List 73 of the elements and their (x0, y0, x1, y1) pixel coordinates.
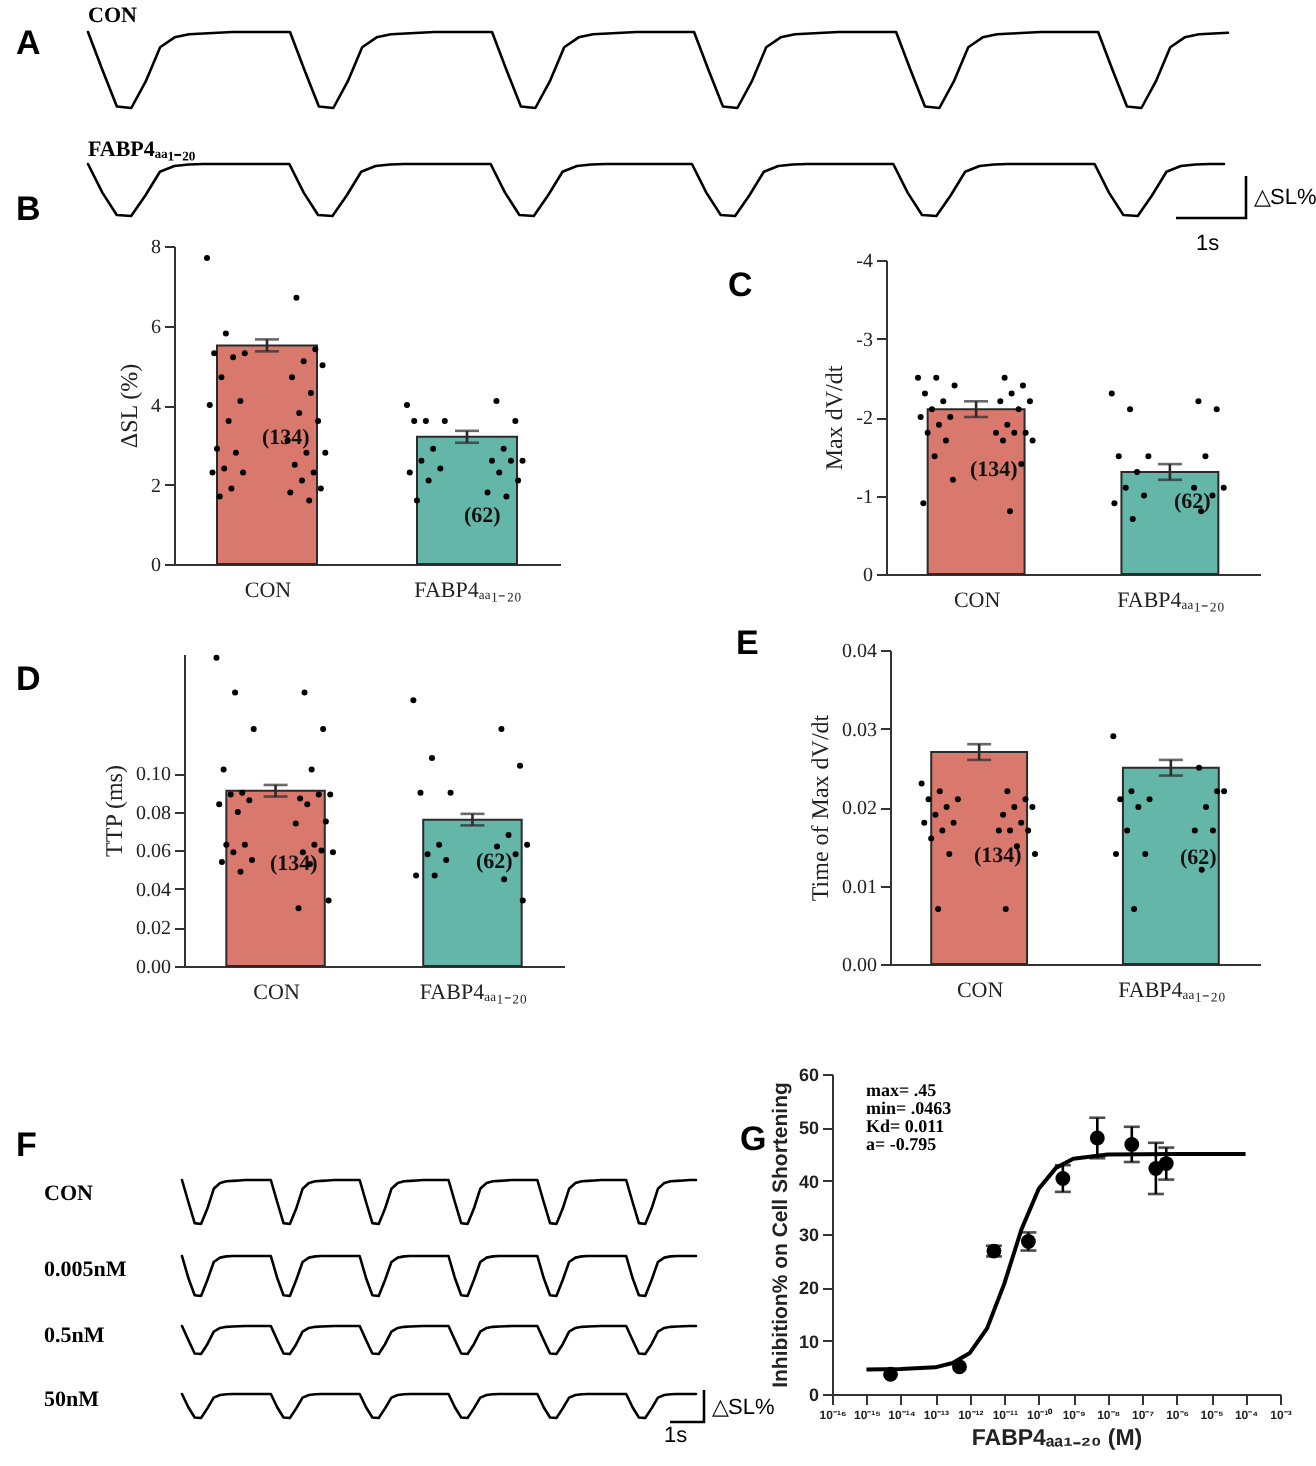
chart-title: 50nM (44, 1388, 99, 1412)
y-tick-label: 10 (798, 1331, 819, 1352)
y-tick-label: 0.06 (136, 841, 171, 864)
x-tick-label: CON (253, 981, 300, 1005)
y-tick-label: -3 (856, 329, 873, 352)
x-tick-label: FABP4ₐₐ₁₋₂₀ (419, 981, 528, 1005)
y-tick-label: 2 (151, 475, 161, 498)
text: D (16, 660, 41, 700)
text: 1s (664, 1424, 688, 1448)
annotation: (62) (1180, 846, 1218, 870)
chart-title: CON (88, 4, 137, 28)
annotation: a= -0.795 (866, 1134, 937, 1154)
y-tick-label: 0.04 (842, 641, 877, 663)
x-tick-label: FABP4ₐₐ₁₋₂₀ (1117, 589, 1225, 613)
y-axis-title: Max dV/dt (820, 364, 849, 471)
chart-title: 0.005nM (44, 1258, 127, 1282)
x-tick-label: CON (244, 579, 292, 603)
annotation: (134) (970, 458, 1019, 482)
y-tick-label: 0.04 (136, 879, 171, 902)
y-tick-label: 0.10 (136, 764, 171, 787)
y-tick-label: 6 (151, 316, 161, 339)
y-tick-label: 0.02 (842, 798, 877, 820)
annotation: (62) (464, 504, 502, 528)
y-tick-label: 0.01 (842, 876, 877, 899)
annotation: min= .0463 (866, 1098, 952, 1118)
y-tick-label: 0 (808, 1385, 819, 1405)
text: A (16, 24, 41, 64)
chart-title: FABP4ₐₐ₁₋₂₀ (88, 136, 196, 162)
y-tick-label: 0.00 (136, 957, 171, 979)
annotation: (62) (1174, 490, 1212, 514)
y-tick-label: 4 (151, 396, 161, 418)
x-axis-title: FABP4ₐₐ₁₋₂₀ (M) (971, 1427, 1143, 1451)
y-tick-label: 8 (151, 237, 161, 259)
y-tick-label: 20 (798, 1278, 819, 1299)
y-tick-label: 0.00 (842, 955, 877, 977)
text: F (16, 1126, 37, 1166)
annotation: max= .45 (866, 1080, 937, 1100)
x-tick-label: FABP4ₐₐ₁₋₂₀ (1118, 979, 1226, 1003)
y-axis-title: Inhibition% on Cell Shortening (768, 1082, 793, 1388)
chart-title: 0.5nM (44, 1324, 105, 1348)
text: △SL% (1254, 184, 1316, 210)
text: C (728, 266, 753, 306)
y-tick-label: 40 (798, 1171, 819, 1192)
text: 1s (1196, 232, 1220, 256)
y-axis-title: TTP (ms) (100, 765, 128, 857)
y-tick-label: 30 (798, 1225, 819, 1245)
annotation: (134) (270, 852, 319, 876)
x-tick-label: CON (956, 979, 1004, 1003)
y-tick-label: 0 (863, 565, 873, 587)
y-tick-label: -2 (856, 408, 873, 430)
y-tick-label: -1 (856, 486, 873, 509)
x-tick-label: FABP4ₐₐ₁₋₂₀ (414, 579, 523, 603)
text: △SL% (712, 1394, 775, 1420)
annotation: (62) (476, 850, 514, 874)
y-tick-label: 50 (798, 1118, 819, 1139)
point (1089, 1130, 1105, 1146)
y-axis-title: Time of Max dV/dt (806, 713, 834, 902)
y-tick-label: 0 (151, 555, 161, 577)
y-tick-label: 60 (798, 1065, 819, 1085)
y-tick-label: 0.02 (136, 918, 171, 941)
point (1055, 1171, 1071, 1186)
y-axis-title: ΔSL (%) (115, 363, 143, 449)
annotation: (134) (974, 844, 1023, 868)
annotation: Kd= 0.011 (866, 1116, 945, 1136)
text: G (740, 1120, 767, 1160)
y-tick-label: 0.08 (136, 802, 171, 825)
y-tick-label: 0.03 (842, 719, 877, 742)
x-tick-label: CON (953, 589, 1001, 613)
y-tick-label: -4 (856, 251, 873, 273)
text: E (736, 624, 759, 664)
chart-title: CON (44, 1182, 93, 1206)
text: B (16, 190, 41, 230)
point (1124, 1137, 1140, 1152)
